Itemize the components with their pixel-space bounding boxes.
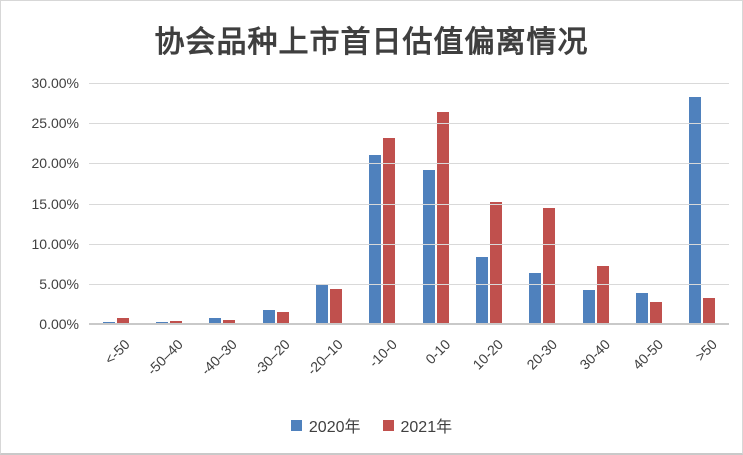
legend-label: 2020年 xyxy=(308,419,361,436)
bar-2020年-0-10 xyxy=(422,169,435,324)
x-tick-label: 30-40 xyxy=(576,336,613,373)
gridline xyxy=(89,204,729,205)
bar-group xyxy=(249,83,302,324)
bar-2021年-40-50 xyxy=(649,302,662,324)
x-tick-label: 10-20 xyxy=(469,336,507,373)
gridline xyxy=(89,83,729,84)
bar-2021年--50–40 xyxy=(169,320,182,324)
x-tick-label: >50 xyxy=(691,336,720,365)
bar-group xyxy=(409,83,462,324)
bar-2020年-10-20 xyxy=(475,257,488,324)
bar-2021年->50 xyxy=(703,298,716,324)
y-tick-label: 15.00% xyxy=(31,195,79,212)
y-tick-label: 20.00% xyxy=(31,155,79,172)
y-tick-label: 10.00% xyxy=(31,235,79,252)
x-tick-label: 20-30 xyxy=(523,336,560,373)
bar-group xyxy=(196,83,249,324)
bar-2021年--10-0 xyxy=(383,137,396,324)
y-tick-label: 25.00% xyxy=(31,115,79,132)
x-tick-label: -20–10 xyxy=(304,336,347,379)
bar-group xyxy=(356,83,409,324)
x-tick-label: -30–20 xyxy=(250,336,293,379)
plot-area xyxy=(89,83,729,325)
y-tick-label: 30.00% xyxy=(31,75,79,91)
bar-2020年--30–20 xyxy=(262,309,275,324)
x-tick-label: -50–40 xyxy=(144,336,187,379)
gridline xyxy=(89,284,729,285)
bar-2021年-20-30 xyxy=(543,207,556,324)
bar-2021年--20–10 xyxy=(329,289,342,324)
x-tick-label: -10-0 xyxy=(365,336,400,371)
bar-group xyxy=(622,83,675,324)
x-tick-label: 0-10 xyxy=(421,336,453,368)
legend-swatch-icon xyxy=(290,419,302,431)
y-axis: 30.00% 25.00% 20.00% 15.00% 10.00% 5.00% 0.00% xyxy=(1,75,79,332)
bar-groups xyxy=(89,83,729,324)
legend-label: 2021年 xyxy=(400,419,453,436)
legend-swatch-icon xyxy=(382,419,394,431)
bar-group xyxy=(89,83,142,324)
bar-2021年-<-50 xyxy=(116,318,129,324)
y-tick-label: 0.00% xyxy=(39,316,79,332)
bar-2021年-0-10 xyxy=(436,111,449,324)
gridline xyxy=(89,244,729,245)
bar-2021年-10-20 xyxy=(489,201,502,324)
bar-group xyxy=(462,83,515,324)
bar-2020年--20–10 xyxy=(315,285,328,324)
x-tick-label: -40–30 xyxy=(197,336,240,379)
gridline xyxy=(89,123,729,124)
y-tick-label: 5.00% xyxy=(39,275,79,292)
bar-2021年--40–30 xyxy=(223,319,236,324)
chart-title: 协会品种上市首日估值偏离情况 xyxy=(154,26,589,59)
bar-2020年--10-0 xyxy=(369,154,382,324)
legend-item: 2020年 xyxy=(290,413,361,437)
bar-2020年->50 xyxy=(689,96,702,324)
bar-group xyxy=(516,83,569,324)
bar-2020年-20-30 xyxy=(529,272,542,324)
bar-group xyxy=(676,83,729,324)
gridline xyxy=(89,163,729,164)
bar-2021年--30–20 xyxy=(276,311,289,324)
bar-group xyxy=(569,83,622,324)
bar-2020年--40–30 xyxy=(209,317,222,324)
x-axis-line xyxy=(89,323,729,325)
bar-group xyxy=(142,83,195,324)
bar-group xyxy=(302,83,355,324)
x-tick-label: <-50 xyxy=(101,336,133,368)
bar-2020年-30-40 xyxy=(582,290,595,324)
bar-2020年--50–40 xyxy=(155,321,168,324)
bar-2020年-40-50 xyxy=(635,292,648,324)
x-axis: <-50 -50–40 -40–30 -30–20 -20–10 -10-0 0-10 10-… xyxy=(89,326,729,396)
bar-2020年-<-50 xyxy=(102,321,115,324)
bar-2021年-30-40 xyxy=(596,266,609,324)
x-tick-label: 40-50 xyxy=(629,336,667,373)
legend: 2020年 2021年 xyxy=(1,413,742,437)
legend-item: 2021年 xyxy=(382,413,453,437)
